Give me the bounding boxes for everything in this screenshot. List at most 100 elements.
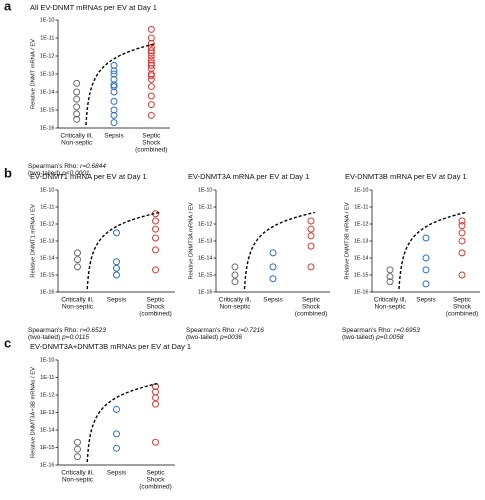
- y-tick-label: 1E-12: [40, 53, 55, 59]
- y-tick-label: 1E-12: [198, 221, 213, 227]
- data-point: [113, 229, 120, 237]
- data-point: [147, 75, 155, 83]
- data-point: [147, 49, 155, 57]
- x-tick-label: Non-septic: [219, 304, 251, 311]
- y-tick-label: 1E-10: [40, 17, 55, 23]
- data-point: [110, 75, 118, 83]
- x-tick-label: Septic: [146, 297, 165, 304]
- data-point: [307, 263, 315, 271]
- x-tick-label: Critically ill,: [60, 133, 93, 140]
- x-tick-label: (combined): [139, 311, 172, 318]
- x-tick-label: Non-septic: [374, 304, 406, 311]
- stat-part: Spearman's Rho:: [28, 327, 78, 334]
- data-point: [74, 438, 81, 446]
- data-point: [458, 217, 466, 225]
- stat-text: Spearman's Rho: r=0.6953: [342, 327, 420, 334]
- data-point: [113, 430, 120, 438]
- data-point: [74, 263, 81, 271]
- stat-part: Spearman's Rho:: [186, 327, 236, 334]
- data-point: [386, 266, 394, 274]
- stat-text: (two-tailed) p=0036: [186, 334, 242, 341]
- y-tick-label: 1E-12: [40, 392, 55, 398]
- stat-part: (two-tailed): [342, 334, 374, 341]
- stat-part: p=0.0115: [61, 334, 89, 341]
- data-point: [152, 234, 159, 242]
- data-point: [147, 47, 155, 55]
- data-point: [386, 273, 394, 281]
- x-tick-label: Shock: [146, 304, 165, 311]
- data-point: [231, 263, 239, 271]
- trend-line: [85, 43, 156, 126]
- data-point: [231, 278, 239, 286]
- data-point: [147, 72, 155, 80]
- data-point: [110, 97, 118, 105]
- y-tick-label: 1E-16: [198, 289, 213, 295]
- x-tick-label: Sepsis: [107, 297, 127, 304]
- y-tick-label: 1E-15: [198, 272, 213, 278]
- y-tick-label: 1E-11: [198, 204, 212, 210]
- data-point: [73, 79, 81, 87]
- x-tick-label: Critically ill,: [61, 470, 94, 477]
- stat-text: (two-tailed) p=0.0115: [28, 334, 89, 341]
- data-point: [422, 254, 430, 262]
- y-axis-label: Relative DNMT mRNA / EV: [31, 39, 37, 109]
- y-tick-label: 1E-14: [198, 255, 213, 261]
- stat-text: Spearman's Rho: r=0.6844: [28, 163, 106, 170]
- stat-part: (two-tailed): [186, 334, 218, 341]
- y-tick-label: 1E-13: [40, 238, 55, 244]
- y-tick-label: 1E-10: [40, 357, 55, 363]
- data-point: [458, 249, 466, 257]
- data-point: [110, 70, 118, 78]
- x-tick-label: Septic: [302, 297, 321, 304]
- data-point: [147, 25, 155, 33]
- x-tick-label: Septic: [146, 470, 165, 477]
- data-point: [152, 438, 159, 446]
- y-tick-label: 1E-16: [40, 125, 55, 131]
- y-tick-label: 1E-16: [354, 289, 369, 295]
- stat-part: (two-tailed): [28, 334, 60, 341]
- stat-part: r=0.6844: [80, 163, 106, 170]
- y-tick-label: 1E-12: [40, 221, 55, 227]
- data-point: [152, 246, 159, 254]
- data-point: [73, 110, 81, 118]
- x-tick-label: Critically ill,: [61, 297, 94, 304]
- y-tick-label: 1E-11: [40, 35, 54, 41]
- stat-part: p=0.0058: [375, 334, 404, 341]
- data-point: [231, 271, 239, 279]
- x-tick-label: Non-septic: [62, 304, 94, 311]
- data-point: [110, 67, 118, 75]
- data-point: [307, 225, 315, 233]
- y-tick-label: 1E-12: [354, 221, 369, 227]
- y-tick-label: 1E-10: [354, 187, 369, 193]
- stat-part: Spearman's Rho:: [28, 163, 78, 170]
- y-tick-label: 1E-14: [40, 427, 55, 433]
- chart-title: EV-DNMT3B mRNA per EV at Day 1: [345, 172, 467, 181]
- data-point: [147, 52, 155, 60]
- data-point: [147, 111, 155, 119]
- data-point: [147, 56, 155, 64]
- y-tick-label: 1E-16: [40, 462, 55, 468]
- data-point: [307, 232, 315, 240]
- y-tick-label: 1E-13: [198, 238, 213, 244]
- stat-text: Spearman's Rho: r=0.6523: [28, 327, 106, 334]
- data-point: [269, 263, 277, 271]
- data-point: [73, 95, 81, 103]
- y-axis-label: Relative DNMT3A mRNA / EV: [189, 202, 195, 279]
- y-tick-label: 1E-15: [40, 272, 55, 278]
- panel-letter: a: [4, 0, 12, 13]
- y-tick-label: 1E-13: [40, 410, 55, 416]
- data-point: [458, 237, 466, 245]
- data-point: [110, 61, 118, 69]
- chart-title: EV-DNMT3A+DNMT3B mRNAs per EV at Day 1: [30, 342, 191, 351]
- chart-title: EV-DNMT3A mRNA per EV at Day 1: [188, 172, 309, 181]
- data-point: [110, 88, 118, 96]
- data-point: [152, 225, 159, 233]
- data-point: [152, 266, 159, 274]
- trend-line: [86, 211, 160, 290]
- data-point: [110, 81, 118, 89]
- stat-text: Spearman's Rho: r=0.7216: [186, 327, 264, 334]
- data-point: [147, 59, 155, 67]
- y-tick-label: 1E-13: [40, 71, 55, 77]
- x-tick-label: Non-septic: [61, 140, 93, 147]
